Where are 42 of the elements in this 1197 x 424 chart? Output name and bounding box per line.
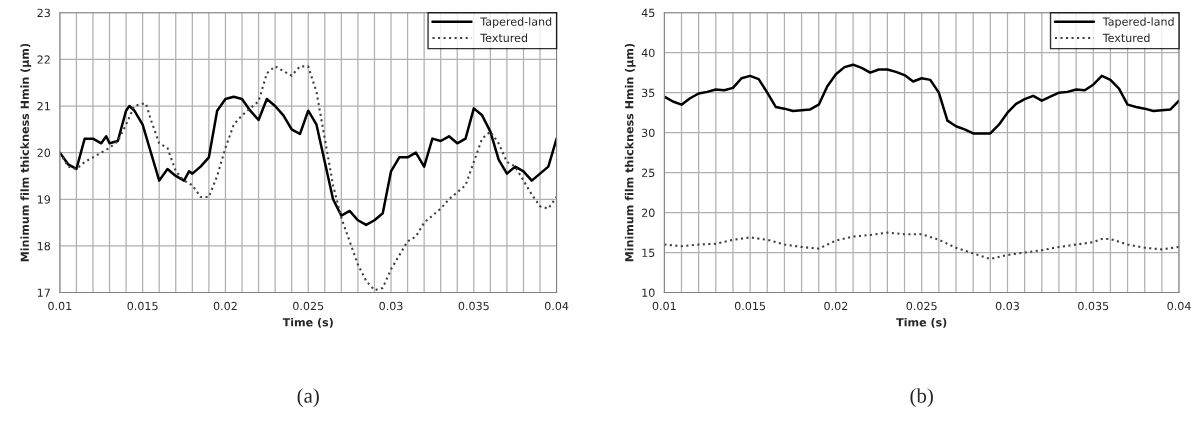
legend-label: Tapered-land: [480, 17, 552, 28]
y-tick-label: 25: [641, 168, 655, 178]
line-series: [59, 95, 557, 227]
y-tick-label: 18: [37, 241, 51, 251]
x-axis-title: Time (s): [282, 317, 333, 328]
x-tick-label: 0.04: [544, 301, 569, 311]
y-tick-label: 40: [641, 48, 655, 58]
x-tick-label: 0.025: [293, 301, 324, 311]
x-tick-label: 0.035: [1078, 301, 1109, 311]
y-tick-label: 15: [642, 248, 655, 257]
text: (b): [910, 388, 933, 408]
x-tick-label: 0.02: [824, 301, 848, 311]
legend-label: Tapered-land: [1102, 17, 1174, 28]
x-tick-label: 0.01: [48, 301, 72, 311]
line-series: [664, 231, 1180, 261]
y-axis-title: Minimum film thickness Hmin (μm): [20, 43, 32, 262]
text: (a): [297, 388, 319, 408]
x-tick-label: 0.04: [1167, 301, 1191, 311]
y-tick-label: 35: [642, 88, 655, 98]
y-tick-label: 30: [642, 128, 655, 138]
y-tick-label: 45: [641, 8, 655, 18]
legend-label: Textured: [480, 33, 528, 43]
x-tick-label: 0.02: [213, 301, 237, 311]
x-tick-label: 0.03: [995, 301, 1019, 311]
y-tick-label: 20: [37, 148, 51, 158]
x-tick-label: 0.015: [127, 301, 158, 311]
x-tick-label: 0.015: [734, 301, 766, 311]
x-tick-label: 0.035: [458, 301, 489, 311]
y-tick-label: 10: [642, 288, 655, 297]
y-tick-label: 22: [37, 55, 50, 64]
y-axis-title: Minimum film thickness Hmin (μm): [624, 43, 636, 262]
x-tick-label: 0.01: [652, 301, 676, 311]
y-tick-label: 20: [641, 208, 655, 217]
y-tick-label: 21: [37, 101, 50, 111]
line-series: [664, 63, 1180, 135]
legend-label: Textured: [1102, 33, 1150, 43]
y-tick-label: 23: [37, 8, 50, 18]
y-tick-label: 17: [37, 288, 50, 297]
x-tick-label: 0.025: [906, 301, 937, 311]
y-tick-label: 19: [37, 195, 51, 204]
x-axis-title: Time (s): [896, 317, 947, 328]
x-tick-label: 0.03: [379, 301, 403, 311]
